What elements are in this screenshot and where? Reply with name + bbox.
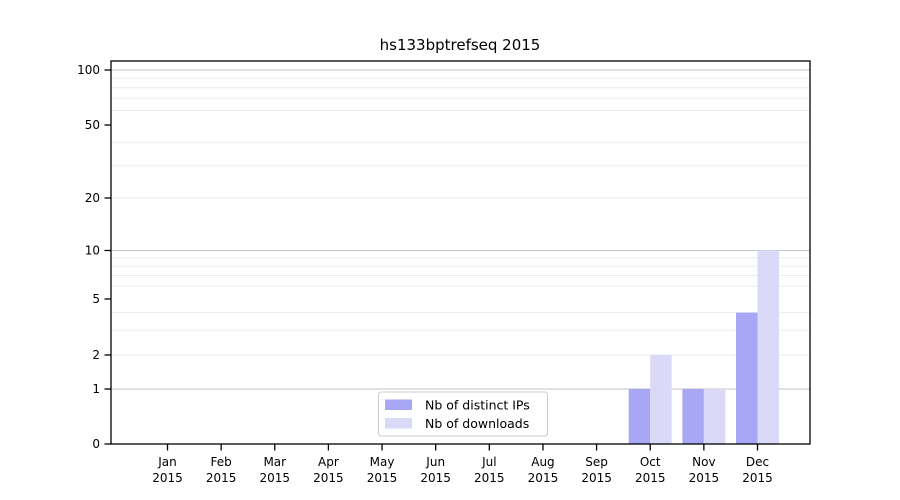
bar-downloads (757, 250, 779, 444)
legend-label: Nb of distinct IPs (425, 398, 530, 413)
x-tick-label-month: Jun (425, 455, 445, 469)
y-tick-label: 0 (92, 437, 100, 451)
x-tick-label-year: 2015 (528, 471, 559, 485)
x-tick-label-month: Aug (531, 455, 554, 469)
x-tick-label-year: 2015 (742, 471, 773, 485)
bar-distinct-ips (682, 389, 704, 444)
y-tick-label: 100 (77, 63, 100, 77)
x-tick-label-month: Apr (318, 455, 339, 469)
x-tick-label-year: 2015 (689, 471, 720, 485)
legend: Nb of distinct IPs Nb of downloads (378, 391, 548, 437)
x-axis: Jan 2015 Feb 2015 Mar 2015 Apr 2015 May 2015 Jun 20… (152, 444, 773, 485)
bar-distinct-ips (736, 312, 758, 444)
x-tick-label-year: 2015 (152, 471, 183, 485)
legend-label: Nb of downloads (425, 416, 529, 431)
chart-title: hs133bptrefseq 2015 (380, 36, 541, 54)
x-tick-label-year: 2015 (474, 471, 505, 485)
x-tick-label-month: Jan (157, 455, 177, 469)
plot-frame (110, 60, 811, 445)
gridlines (111, 69, 810, 390)
bar-downloads (650, 355, 672, 444)
y-tick-label: 2 (92, 348, 100, 362)
x-tick-label-month: May (370, 455, 395, 469)
x-tick-label-year: 2015 (367, 471, 398, 485)
x-tick-label-month: Jul (481, 455, 496, 469)
x-tick-label-year: 2015 (259, 471, 290, 485)
legend-box (378, 391, 548, 437)
bars (628, 250, 779, 444)
y-tick-label: 5 (92, 292, 100, 306)
y-tick-label: 10 (85, 244, 100, 258)
y-tick-label: 50 (85, 118, 100, 132)
legend-swatch (385, 418, 412, 429)
x-tick-label-month: Nov (692, 455, 715, 469)
x-tick-label-month: Feb (211, 455, 232, 469)
bar-downloads (703, 389, 726, 444)
bar-distinct-ips (628, 389, 651, 444)
x-tick-label-month: Oct (640, 455, 661, 469)
x-tick-label-month: Sep (585, 455, 608, 469)
x-tick-label-year: 2015 (420, 471, 451, 485)
y-axis: 0 1 2 5 10 20 50 100 (77, 63, 111, 451)
x-tick-label-month: Mar (263, 455, 286, 469)
x-tick-label-year: 2015 (581, 471, 612, 485)
y-tick-label: 1 (92, 382, 100, 396)
x-tick-label-year: 2015 (635, 471, 666, 485)
x-tick-label-year: 2015 (206, 471, 237, 485)
x-tick-label-month: Dec (746, 455, 769, 469)
plot-border (110, 60, 811, 445)
x-tick-label-year: 2015 (313, 471, 344, 485)
y-tick-label: 20 (85, 191, 100, 205)
legend-swatch (385, 399, 412, 410)
